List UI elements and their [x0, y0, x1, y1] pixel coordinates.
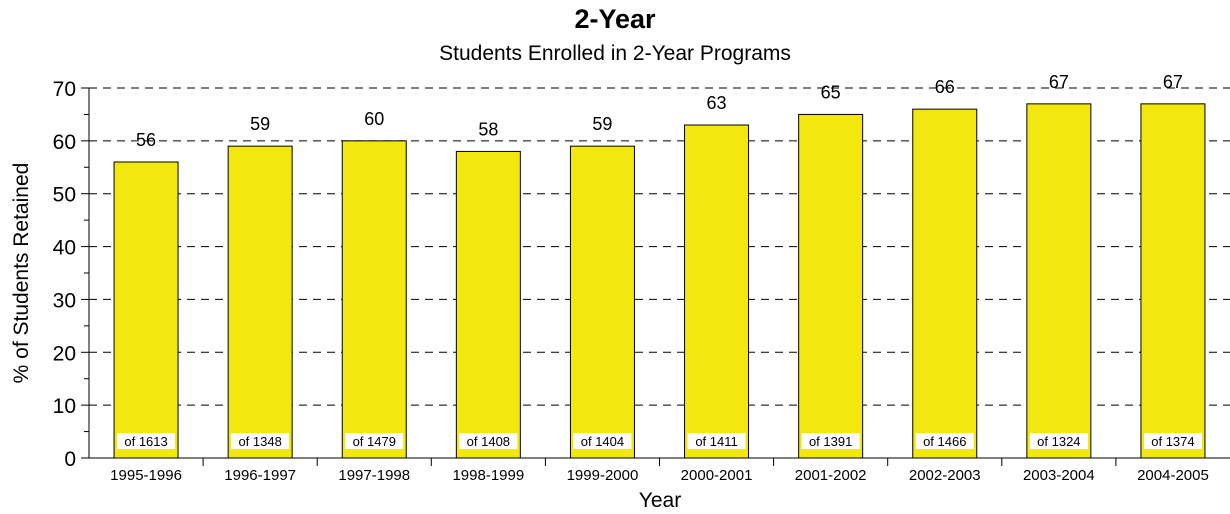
bar-value-label: 67 — [1049, 72, 1069, 92]
x-tick-label: 1998-1999 — [452, 467, 524, 484]
base-label-bg — [117, 433, 176, 449]
bars — [113, 103, 1206, 459]
bar — [113, 161, 179, 459]
bar — [684, 124, 750, 459]
axes — [81, 87, 1230, 466]
base-count-label: of 1391 — [809, 434, 852, 449]
base-label-bg — [801, 433, 860, 449]
y-tick-label: 10 — [53, 395, 76, 418]
base-count-label: of 1613 — [124, 434, 167, 449]
base-count-label: of 1479 — [353, 434, 396, 449]
base-count-label: of 1324 — [1037, 434, 1080, 449]
y-tick-label: 60 — [53, 131, 76, 154]
bar-value-label: 67 — [1163, 72, 1183, 92]
x-tick-label: 1999-2000 — [567, 467, 639, 484]
labels: 56 of 1613 1995-1996 59 of 1348 1996-1997 60 of… — [53, 72, 1209, 484]
x-tick-label: 1995-1996 — [110, 467, 182, 484]
bar — [227, 145, 293, 459]
base-count-label: of 1408 — [467, 434, 510, 449]
chart-subtitle: Students Enrolled in 2-Year Programs — [439, 42, 791, 65]
base-label-bg — [915, 433, 974, 449]
base-label-bg — [1143, 433, 1202, 449]
x-tick-label: 2000-2001 — [681, 467, 753, 484]
y-tick-label: 50 — [53, 184, 76, 207]
y-tick-label: 70 — [53, 78, 76, 101]
base-count-label: of 1374 — [1151, 434, 1194, 449]
bar — [455, 150, 521, 459]
x-tick-label: 2001-2002 — [795, 467, 867, 484]
base-label-bg — [459, 433, 518, 449]
bar — [1026, 103, 1092, 459]
y-tick-label: 0 — [64, 448, 76, 471]
y-tick-label: 40 — [53, 237, 76, 260]
base-count-label: of 1466 — [923, 434, 966, 449]
base-label-bg — [345, 433, 404, 449]
bar — [569, 145, 635, 459]
bar-value-label: 60 — [364, 109, 384, 129]
y-tick-label: 20 — [53, 342, 76, 365]
base-label-bg — [1029, 433, 1088, 449]
bar — [1140, 103, 1206, 459]
bar — [798, 113, 864, 459]
bar-value-label: 65 — [821, 82, 841, 102]
bar-value-label: 58 — [478, 119, 498, 139]
y-tick-label: 30 — [53, 289, 76, 312]
y-axis-label: % of Students Retained — [10, 163, 33, 384]
bar — [341, 140, 407, 459]
x-axis-label: Year — [639, 489, 681, 512]
bar-value-label: 59 — [250, 114, 270, 134]
x-tick-label: 1996-1997 — [224, 467, 296, 484]
x-tick-label: 2002-2003 — [909, 467, 981, 484]
x-tick-label: 2003-2004 — [1023, 467, 1095, 484]
base-label-bg — [687, 433, 746, 449]
x-tick-label: 2004-2005 — [1137, 467, 1209, 484]
base-count-label: of 1411 — [695, 434, 737, 449]
bar-value-label: 66 — [935, 77, 955, 97]
base-count-label: of 1348 — [238, 434, 281, 449]
chart-title: 2-Year — [574, 4, 656, 34]
bar-value-label: 56 — [136, 130, 156, 150]
x-tick-label: 1997-1998 — [338, 467, 410, 484]
bar — [912, 108, 978, 459]
base-label-bg — [573, 433, 632, 449]
bar-value-label: 63 — [707, 93, 727, 113]
bar-value-label: 59 — [592, 114, 612, 134]
base-label-bg — [231, 433, 290, 449]
base-count-label: of 1404 — [581, 434, 624, 449]
